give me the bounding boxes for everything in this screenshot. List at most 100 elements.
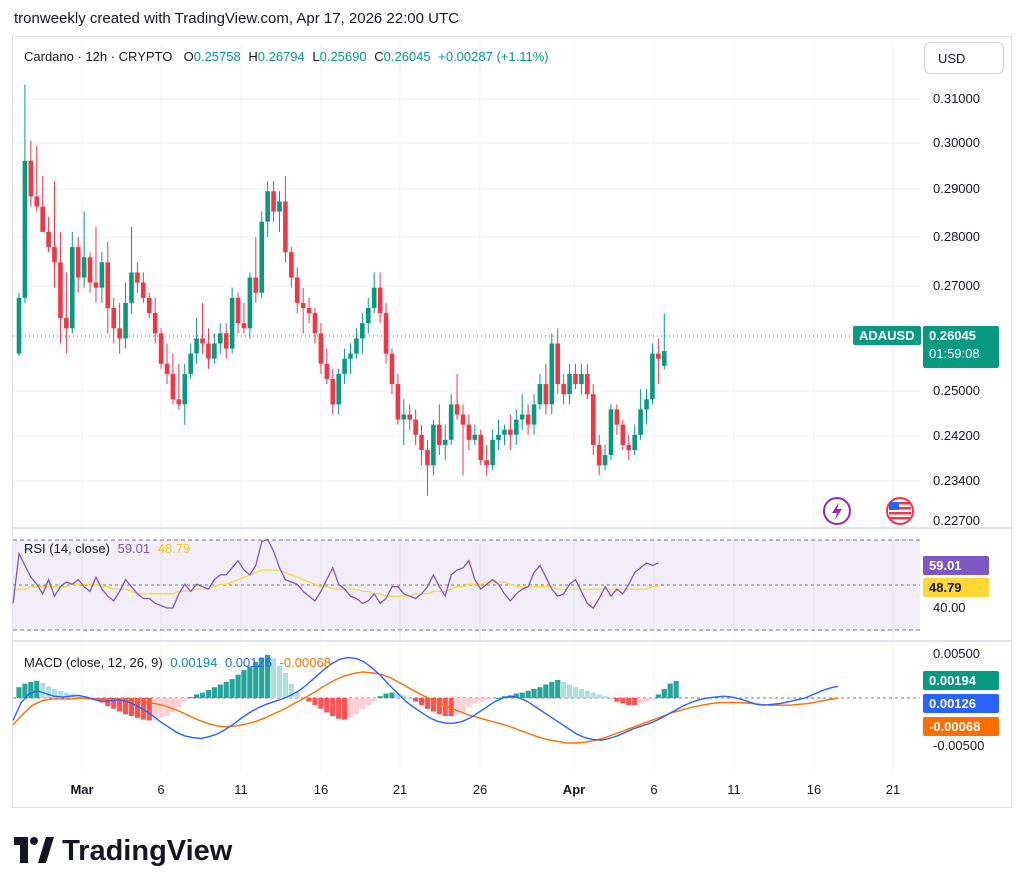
macd-histogram-bar [75,695,81,698]
macd-histogram-bar [282,672,288,698]
candle-body [111,307,117,329]
lightning-icon[interactable] [823,497,851,525]
chart-credit: tronweekly created with TradingView.com,… [14,10,459,27]
time-tick-label: 11 [234,782,248,797]
chart-frame [12,36,1012,808]
candle-body [300,302,306,308]
macd-histogram-bar [638,698,644,704]
candle-body [555,343,561,385]
main-legend: Cardano · 12h · CRYPTO O0.25758 H0.26794… [24,49,553,64]
candle-body [46,231,51,248]
macd-histogram-bar [495,698,502,699]
candle-body [620,424,626,445]
macd-tag: 0.00126 [923,694,999,713]
macd-histogram-bar [22,683,28,698]
macd-value: 0.00126 [224,655,272,670]
macd-histogram-bar [472,698,478,704]
rsi-pane [12,538,659,609]
macd-histogram-bar [223,681,229,698]
macd-histogram-bar [312,698,318,706]
macd-histogram-bar [673,680,679,698]
logo-text: TradingView [62,835,233,867]
macd-histogram-bar [128,698,135,716]
candle-body [87,257,93,283]
candle-body [64,318,69,329]
candle-body [543,384,549,405]
candle-body [75,247,81,278]
price-tag-value: 0.26045 [929,328,976,343]
macd-histogram-bar [614,698,620,702]
candle-body [519,414,525,420]
candle-body [360,323,365,339]
macd-histogram-bar [466,698,472,707]
candle-body [283,201,288,253]
macd-histogram-bar [117,698,123,712]
price-tick-label: 0.28000 [933,229,980,244]
open-label: O [183,49,194,64]
macd-histogram-bar [436,698,442,715]
currency-button[interactable]: USD [924,42,1004,74]
macd-histogram-bar [105,698,111,707]
change-value: +0.00287 (+1.11%) [438,49,549,64]
macd-histogram-bar [454,698,460,715]
candle-body [289,252,294,278]
rsi-label[interactable]: RSI (14, close) [24,541,110,556]
candle-body [377,287,383,314]
macd-histogram-bar [602,696,608,698]
candle-body [259,221,265,293]
candle-body [478,434,484,461]
time-tick-label: 16 [313,782,329,797]
candle-body [466,424,472,440]
macd-histogram-bar [620,698,626,704]
candle-body [513,419,519,435]
candle-body [324,363,330,379]
macd-histogram-bar [359,698,365,709]
macd-histogram-bar [188,697,194,699]
time-tick-label: 6 [650,782,658,797]
us-flag-icon[interactable] [886,497,914,525]
macd-histogram-bar [247,666,253,698]
macd-bottom-label: -0.00500 [933,738,985,753]
macd-histogram-bar [176,698,182,707]
macd-label[interactable]: MACD (close, 12, 26, 9) [24,655,163,670]
time-tick-label: 6 [157,782,165,797]
macd-histogram-bar [306,698,312,702]
macd-histogram-bar [643,698,650,702]
candle-body [34,196,40,207]
candle-body [626,444,632,450]
macd-histogram-bar [342,698,348,720]
candle-body [141,282,146,298]
macd-histogram-bar [182,698,188,702]
macd-histogram-bar [152,698,158,720]
candle-body [22,160,28,298]
candle-body [330,378,336,405]
candle-body [164,363,170,374]
candle-body [502,429,507,435]
candle-body [265,191,270,222]
macd-histogram-bar [525,690,531,698]
macd-histogram-bar [596,694,602,698]
symbol-tag: ADAUSD [853,326,921,345]
candle-body [431,424,436,466]
candle-body [117,328,122,339]
candle-body [472,434,478,440]
candle-body [644,399,649,410]
macd-histogram-bar [460,698,466,712]
candle-body [271,191,276,212]
high-label: H [248,49,258,64]
rsi-tag: 59.01 [923,556,989,575]
macd-histogram-bar [549,681,555,698]
candle-body [419,434,424,450]
candle-body [549,343,555,405]
symbol-label[interactable]: Cardano · 12h · CRYPTO [24,49,173,64]
macd-histogram-bar [608,698,614,699]
candle-body [561,384,566,395]
candle-body [448,404,454,440]
macd-histogram-bar [383,693,389,698]
macd-histogram-bar [111,698,117,709]
macd-histogram-bar [28,681,34,698]
rsi-ma-value: 48.79 [157,541,191,556]
macd-histogram-bar [555,680,561,698]
candle-body [354,338,359,354]
